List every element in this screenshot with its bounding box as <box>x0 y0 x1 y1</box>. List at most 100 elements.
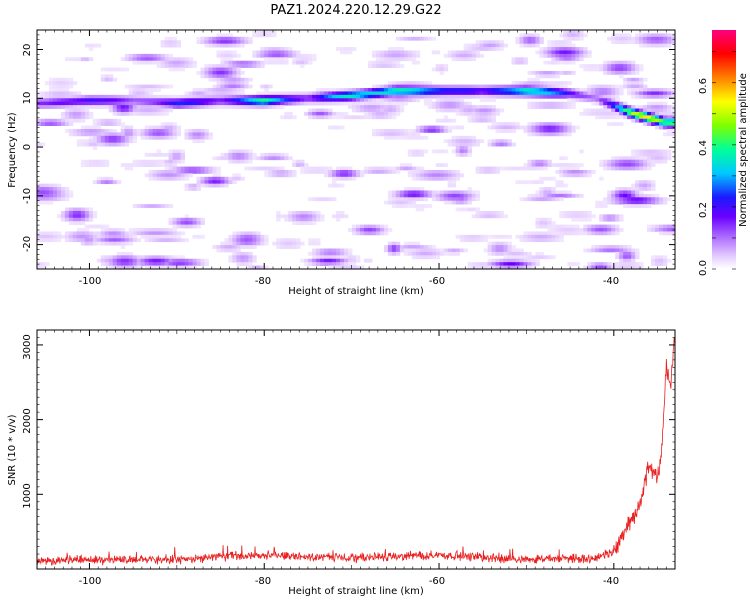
heatmap-cell <box>639 88 644 92</box>
heatmap-cell <box>663 149 668 154</box>
heatmap-cell <box>651 118 656 123</box>
heatmap-cell <box>467 190 473 195</box>
heatmap-cell <box>156 88 162 92</box>
heatmap-cell <box>455 84 461 89</box>
heatmap-cell <box>531 88 536 92</box>
heatmap-cell <box>363 115 369 120</box>
heatmap-cell <box>168 101 173 106</box>
heatmap-cell <box>419 36 425 41</box>
heatmap-cell <box>48 94 54 99</box>
heatmap-cell <box>591 84 596 89</box>
heatmap-cell <box>551 193 556 198</box>
heatmap-cell <box>631 60 636 65</box>
heatmap-cell <box>88 217 94 222</box>
heatmap-cell <box>587 228 592 232</box>
heatmap-cell <box>128 88 134 92</box>
heatmap-cell <box>352 258 357 263</box>
heatmap-cell <box>447 251 453 256</box>
heatmap-cell <box>539 187 544 191</box>
snr-series-line <box>37 337 675 566</box>
heatmap-cell <box>200 169 205 174</box>
heatmap-cell <box>451 50 457 55</box>
heatmap-cell <box>483 169 488 174</box>
heatmap-cell <box>415 248 421 253</box>
heatmap-cell <box>559 183 564 188</box>
heatmap-cell <box>240 77 245 82</box>
heatmap-cell <box>188 221 193 226</box>
heatmap-cell <box>308 111 313 116</box>
heatmap-cell <box>603 228 608 232</box>
heatmap-cell <box>575 224 580 229</box>
heatmap-cell <box>639 94 644 99</box>
heatmap-cell <box>595 231 600 236</box>
heatmap-cell <box>467 234 473 239</box>
heatmap-cell <box>555 81 560 86</box>
heatmap-cell <box>100 118 106 123</box>
heatmap-cell <box>316 258 321 263</box>
heatmap-cell <box>208 36 213 41</box>
heatmap-cell <box>551 255 556 260</box>
heatmap-cell <box>176 238 181 243</box>
heatmap-cell <box>559 129 564 133</box>
heatmap-cell <box>559 190 564 195</box>
heatmap-cell <box>332 94 337 99</box>
heatmap-cell <box>631 262 636 266</box>
heatmap-cell <box>88 43 94 48</box>
heatmap-cell <box>415 36 421 41</box>
heatmap-cell <box>224 33 229 38</box>
heatmap-cell <box>284 156 289 161</box>
heatmap-cell <box>447 84 453 89</box>
heatmap-cell <box>152 265 158 269</box>
heatmap-cell <box>240 251 245 256</box>
heatmap-cell <box>76 98 82 103</box>
heatmap-cell <box>228 248 233 253</box>
heatmap-cell <box>68 111 74 116</box>
heatmap-cell <box>52 94 58 99</box>
heatmap-cell <box>519 91 524 96</box>
heatmap-cell <box>631 193 636 198</box>
heatmap-cell <box>551 132 556 137</box>
heatmap-cell <box>491 251 496 256</box>
heatmap-cell <box>52 91 58 96</box>
heatmap-cell <box>407 187 413 191</box>
heatmap-cell <box>507 122 512 126</box>
heatmap-cell <box>415 173 421 178</box>
heatmap-cell <box>519 238 524 243</box>
heatmap-cell <box>308 197 313 202</box>
heatmap-cell <box>415 98 421 103</box>
heatmap-cell <box>184 132 189 137</box>
heatmap-cell <box>559 70 564 75</box>
heatmap-cell <box>104 234 110 239</box>
heatmap-cell <box>340 91 345 96</box>
heatmap-cell <box>559 166 564 171</box>
heatmap-cell <box>527 197 532 202</box>
heatmap-cell <box>519 33 524 38</box>
heatmap-cell <box>371 129 377 133</box>
heatmap-cell <box>379 224 385 229</box>
heatmap-cell <box>84 105 90 109</box>
heatmap-cell <box>503 125 508 130</box>
heatmap-cell <box>667 258 672 263</box>
heatmap-cell <box>579 57 584 62</box>
heatmap-cell <box>379 129 385 133</box>
heatmap-cell <box>44 98 50 103</box>
heatmap-cell <box>260 53 265 58</box>
heatmap-cell <box>188 217 193 222</box>
heatmap-cell <box>264 169 269 174</box>
heatmap-cell <box>631 67 636 72</box>
heatmap-cell <box>539 129 544 133</box>
heatmap-cell <box>487 88 492 92</box>
heatmap-cell <box>443 139 449 144</box>
heatmap-cell <box>603 67 608 72</box>
heatmap-cell <box>479 214 484 219</box>
heatmap-cell <box>383 57 389 62</box>
heatmap-cell <box>531 262 536 266</box>
heatmap-cell <box>308 57 313 62</box>
heatmap-cell <box>92 98 98 103</box>
heatmap-cell <box>591 224 596 229</box>
heatmap-cell <box>447 50 453 55</box>
heatmap-cell <box>623 248 628 253</box>
heatmap-cell <box>248 234 253 239</box>
heatmap-cell <box>591 94 596 99</box>
heatmap-cell <box>359 105 365 109</box>
